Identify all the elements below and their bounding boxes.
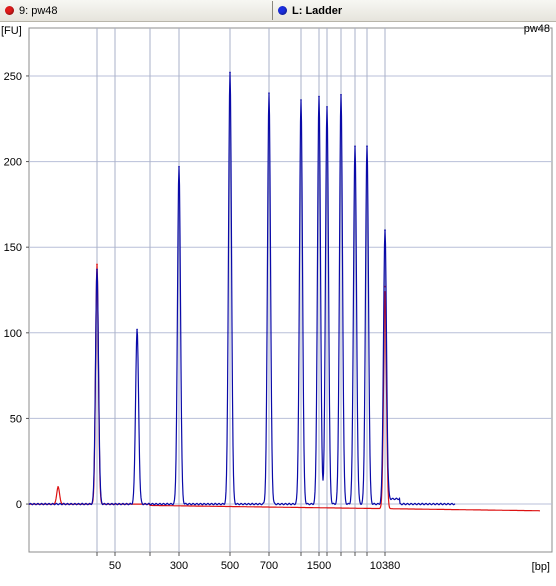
x-tick-label: 1500: [307, 560, 331, 572]
tab-sample-pw48[interactable]: 9: pw48: [0, 0, 272, 21]
ladder-peak-point: [178, 165, 180, 168]
tab-ladder-label: L: Ladder: [292, 4, 343, 17]
axis-ticks: 0 50 100 150 200 250 50 300 500 700 1500 10380: [4, 71, 401, 572]
ladder-peak-point: [326, 105, 328, 108]
y-axis-label: [FU]: [1, 25, 22, 37]
ladder-peak-point: [384, 229, 386, 231]
x-tick-label: 50: [109, 560, 121, 572]
ladder-trace: [28, 71, 456, 506]
y-tick-label: 200: [4, 157, 22, 169]
tab-ladder[interactable]: L: Ladder: [273, 0, 556, 21]
sample-peak-point: [384, 285, 386, 288]
tab-divider: [272, 1, 273, 20]
y-tick-label: 50: [10, 413, 22, 425]
ladder-peak-point: [300, 99, 302, 101]
ladder-peak-point: [229, 71, 231, 74]
ladder-peak-point: [354, 145, 356, 147]
ladder-peak-point: [268, 92, 270, 94]
tab-sample-label: 9: pw48: [19, 4, 58, 17]
y-tick-label: 100: [4, 328, 22, 340]
ladder-peak-point: [318, 95, 320, 98]
sample-red-dot-icon: [5, 6, 14, 15]
sample-peak-point: [57, 486, 59, 488]
ladder-series-line: [28, 71, 456, 506]
plot-area: [28, 27, 553, 553]
y-tick-label: 0: [16, 499, 22, 511]
chart-title: pw48: [524, 23, 550, 35]
x-axis-label: [bp]: [532, 561, 550, 573]
y-tick-label: 250: [4, 71, 22, 83]
y-tick-label: 150: [4, 242, 22, 254]
ladder-peak-point: [96, 268, 98, 271]
ladder-blue-dot-icon: [278, 6, 287, 15]
ladder-peak-point: [366, 145, 368, 147]
sample-tab-bar: 9: pw48 L: Ladder: [0, 0, 556, 22]
ladder-peak-point: [340, 93, 342, 96]
x-tick-label: 300: [170, 560, 188, 572]
sample-peak-point: [96, 263, 98, 266]
ladder-peak-point: [136, 328, 138, 331]
x-tick-label: 500: [221, 560, 239, 572]
x-tick-label: 10380: [370, 560, 401, 572]
x-tick-label: 700: [260, 560, 278, 572]
electropherogram-chart: 0 50 100 150 200 250 50 300 500 700 1500 10380 [FU]…: [1, 23, 553, 573]
